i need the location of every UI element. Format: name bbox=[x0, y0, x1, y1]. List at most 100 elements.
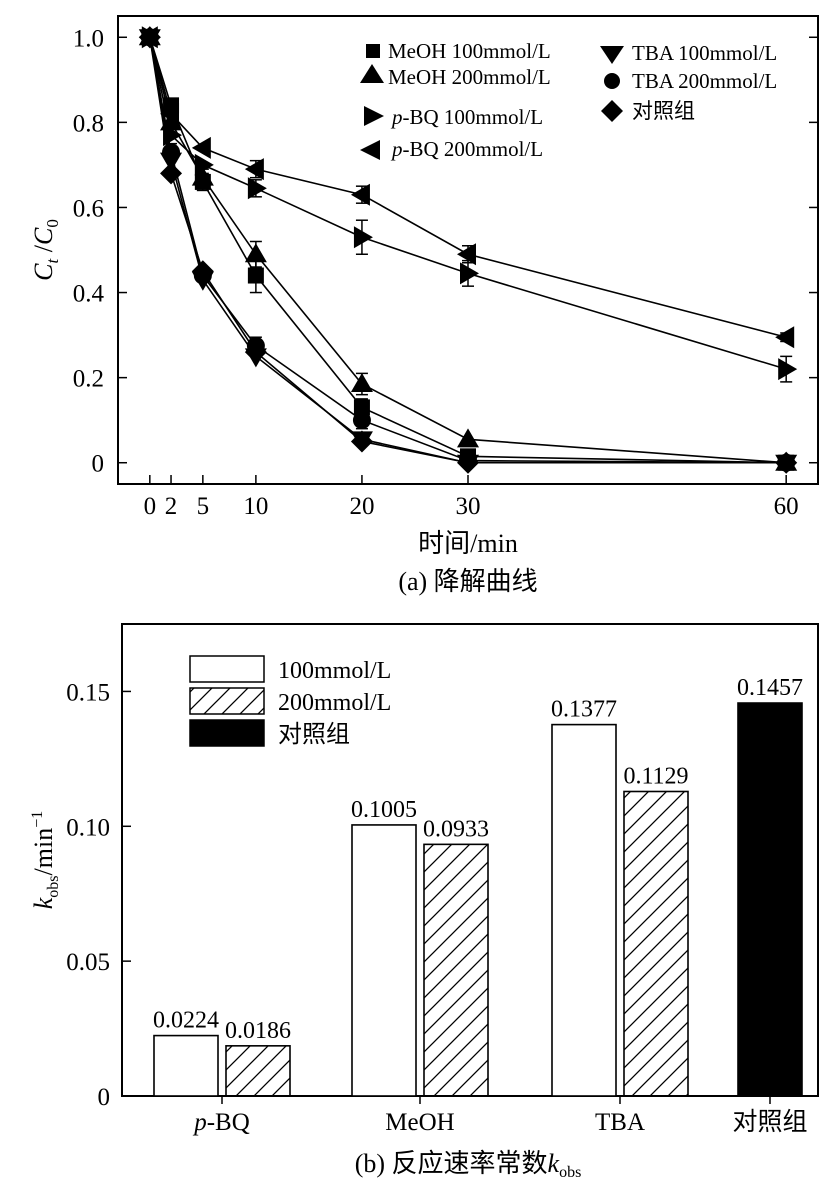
legend-triangle-left-marker bbox=[360, 140, 380, 160]
legend-label-tba-200: TBA 200mmol/L bbox=[632, 69, 777, 93]
legend-label-pbq-200: p-BQ 200mmol/L bbox=[390, 137, 543, 161]
data-point-diamond bbox=[160, 162, 183, 185]
legend-circle-marker bbox=[604, 73, 620, 89]
category-label: p-BQ bbox=[192, 1109, 250, 1136]
x-tick-label-a: 10 bbox=[243, 493, 268, 520]
data-point-diamond bbox=[775, 451, 798, 474]
y-tick-label-a: 0.4 bbox=[73, 281, 105, 308]
legend-a: MeOH 100mmol/L MeOH 200mmol/L p-BQ 100mm… bbox=[360, 39, 777, 161]
x-tick-label-a: 2 bbox=[165, 493, 178, 520]
y-tick-label-a: 0.6 bbox=[73, 195, 104, 222]
legend-swatch-filled bbox=[189, 719, 265, 747]
legend-label-meoh-100: MeOH 100mmol/L bbox=[388, 39, 551, 63]
x-tick-label-a: 30 bbox=[456, 493, 481, 520]
bar-TBA-hatched bbox=[623, 790, 689, 1097]
data-point-triangle-right bbox=[247, 177, 267, 200]
legend-item-meoh-200: MeOH 200mmol/L bbox=[360, 64, 551, 89]
bar-MeOH-hatched bbox=[423, 843, 489, 1097]
legend-triangle-down-marker bbox=[600, 46, 624, 64]
legend-triangle-right-marker bbox=[364, 106, 384, 126]
x-tick-label-a: 0 bbox=[144, 493, 157, 520]
data-point-triangle-right bbox=[460, 262, 479, 285]
data-point-triangle-right bbox=[163, 124, 183, 147]
data-point-triangle-up bbox=[350, 373, 373, 393]
data-point-circle bbox=[162, 143, 181, 162]
y-tick-label-a: 0.2 bbox=[73, 366, 104, 393]
data-point-triangle-right bbox=[778, 358, 798, 381]
legend-item-pbq-100: p-BQ 100mmol/L bbox=[364, 105, 543, 129]
legend-swatch-hatched bbox=[189, 687, 265, 715]
legend-triangle-up-marker bbox=[360, 64, 384, 83]
data-point-diamond bbox=[191, 260, 214, 283]
data-point-triangle-up bbox=[244, 243, 267, 263]
data-point-diamond bbox=[244, 341, 267, 364]
data-point-triangle-right bbox=[353, 226, 373, 249]
data-point-diamond bbox=[138, 26, 161, 49]
caption-b: (b) 反应速率常数kobs bbox=[355, 1149, 582, 1181]
data-point-triangle-left bbox=[457, 243, 476, 266]
legend-swatch-open bbox=[189, 655, 265, 683]
data-point-triangle-left bbox=[775, 326, 795, 349]
bar-value-label: 0.1377 bbox=[551, 697, 617, 723]
data-point-triangle-left bbox=[350, 183, 370, 206]
data-point-diamond bbox=[350, 430, 373, 453]
legend-label-200: 200mmol/L bbox=[278, 690, 391, 716]
bar-TBA-open bbox=[551, 723, 617, 1097]
legend-item-pbq-200: p-BQ 200mmol/L bbox=[360, 137, 543, 161]
x-tick-label-a: 60 bbox=[774, 493, 799, 520]
bar-value-label: 0.1457 bbox=[737, 675, 803, 701]
legend-item-100: 100mmol/L bbox=[189, 655, 391, 684]
y-tick-label-a: 0 bbox=[92, 451, 105, 478]
legend-item-tba-200: TBA 200mmol/L bbox=[604, 69, 777, 93]
bar-MeOH-open bbox=[351, 824, 417, 1097]
y-axis-label-a: Ct /C0 bbox=[29, 219, 62, 281]
data-point-triangle-left bbox=[244, 158, 264, 181]
bar-value-label: 0.1129 bbox=[623, 763, 688, 789]
legend-diamond-marker bbox=[601, 100, 623, 122]
x-axis-label-a: 时间/min bbox=[418, 529, 518, 558]
x-tick-label-a: 20 bbox=[349, 493, 374, 520]
data-point-square bbox=[353, 399, 370, 416]
data-point-triangle-left bbox=[191, 136, 211, 159]
bar-p-BQ-hatched bbox=[225, 1045, 291, 1097]
legend-label-control: 对照组 bbox=[632, 99, 695, 123]
bar-value-label: 0.0933 bbox=[423, 816, 489, 842]
legend-square-marker bbox=[366, 44, 380, 58]
bar-value-label: 0.1005 bbox=[351, 797, 417, 823]
data-point-square bbox=[247, 267, 264, 284]
y-tick-label-b: 0 bbox=[98, 1084, 111, 1111]
data-point-triangle-left bbox=[160, 102, 180, 125]
legend-b: 100mmol/L 200mmol/L 对照组 bbox=[189, 655, 391, 748]
legend-label-100: 100mmol/L bbox=[278, 658, 391, 684]
legend-item-control: 对照组 bbox=[601, 99, 695, 123]
bar-对照组-filled bbox=[737, 702, 803, 1097]
legend-label-control-b: 对照组 bbox=[278, 721, 350, 748]
data-point-diamond bbox=[457, 451, 479, 474]
bar-value-label: 0.0224 bbox=[153, 1008, 219, 1034]
data-point-triangle-right bbox=[194, 153, 214, 176]
y-tick-label-b: 0.15 bbox=[66, 679, 110, 706]
bar-value-label: 0.0186 bbox=[225, 1018, 291, 1044]
category-label: MeOH bbox=[385, 1109, 454, 1136]
caption-a: (a) 降解曲线 bbox=[398, 567, 537, 596]
legend-label-meoh-200: MeOH 200mmol/L bbox=[388, 65, 551, 89]
legend-label-pbq-100: p-BQ 100mmol/L bbox=[390, 105, 543, 129]
legend-label-tba-100: TBA 100mmol/L bbox=[632, 41, 777, 65]
y-axis-label-b: kobs/min−1 bbox=[29, 811, 62, 909]
legend-item-tba-100: TBA 100mmol/L bbox=[600, 41, 777, 65]
bar-p-BQ-open bbox=[153, 1034, 219, 1097]
data-point-triangle-up bbox=[191, 166, 214, 186]
data-point-circle bbox=[352, 411, 371, 430]
legend-item-meoh-100: MeOH 100mmol/L bbox=[366, 39, 551, 63]
y-tick-label-b: 0.05 bbox=[66, 949, 110, 976]
y-tick-label-a: 1.0 bbox=[73, 25, 104, 52]
y-tick-label-b: 0.10 bbox=[66, 814, 110, 841]
category-label: 对照组 bbox=[732, 1108, 807, 1136]
y-tick-label-a: 0.8 bbox=[73, 110, 104, 137]
category-label: TBA bbox=[595, 1109, 645, 1136]
data-point-triangle-up bbox=[457, 428, 479, 448]
legend-item-200: 200mmol/L bbox=[189, 687, 391, 716]
